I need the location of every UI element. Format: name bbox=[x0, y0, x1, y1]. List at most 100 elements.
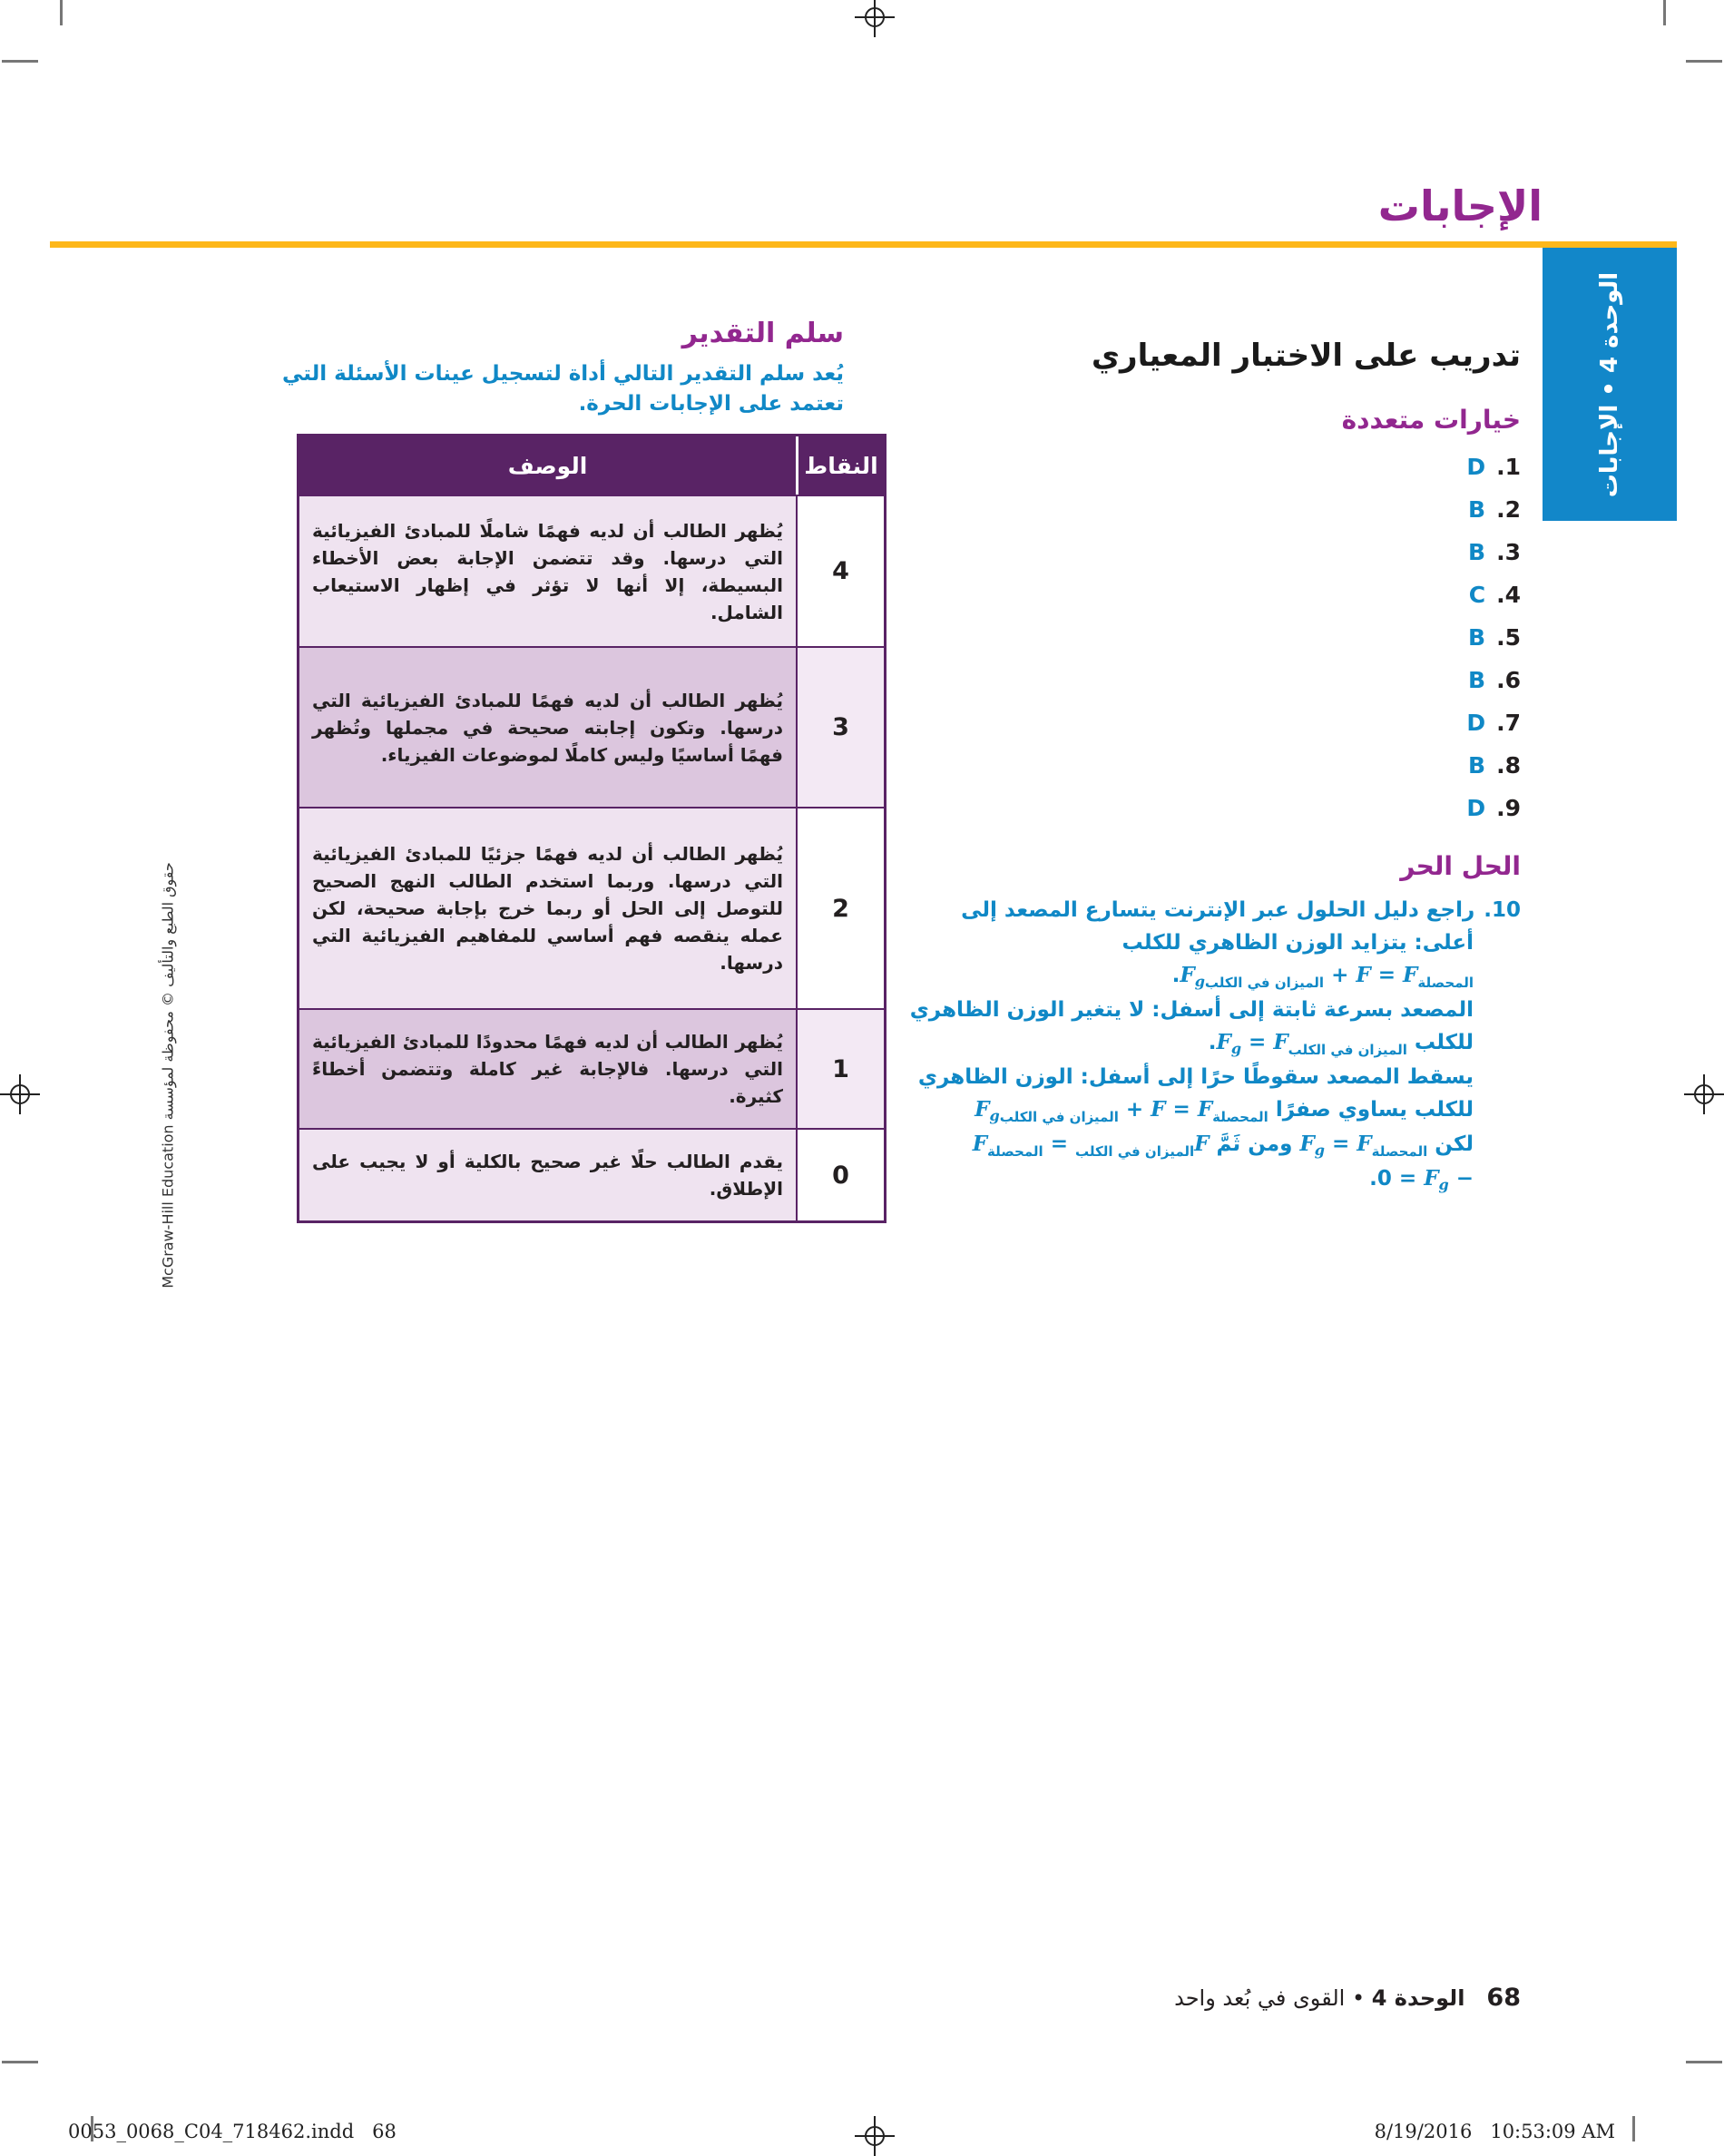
crop-tick bbox=[1632, 2116, 1635, 2141]
answer-row: 7. D bbox=[965, 701, 1521, 744]
rubric-points-cell: 3 bbox=[796, 648, 884, 807]
answer-row: 5. B bbox=[965, 616, 1521, 659]
solution-formula-line: .Fgالميزان في الكلب + F = Fالمحصلة bbox=[965, 959, 1474, 994]
page-title: الإجابات bbox=[1377, 181, 1543, 230]
crop-tick bbox=[2, 60, 38, 63]
formula-subscript: المحصلة bbox=[1371, 1143, 1428, 1160]
formula-variable: F bbox=[1273, 1030, 1288, 1054]
formula-text: . bbox=[1171, 964, 1180, 987]
formula-subscript: المحصلة bbox=[1417, 975, 1474, 991]
answer-letter: B bbox=[1468, 752, 1486, 779]
rubric-description-cell: يُظهر الطالب أن لديه فهمًا جزئيًا للمباد… bbox=[299, 808, 796, 1008]
formula-subscript: g bbox=[1230, 1040, 1242, 1057]
rubric-points-cell: 0 bbox=[796, 1130, 884, 1220]
answer-number: 4. bbox=[1496, 582, 1521, 608]
registration-mark-right bbox=[1684, 1074, 1724, 1114]
answer-row: 8. B bbox=[965, 744, 1521, 787]
answer-number: 7. bbox=[1496, 710, 1521, 736]
formula-variable: F bbox=[975, 1097, 990, 1122]
registration-mark-bottom bbox=[855, 2116, 895, 2156]
answer-row: 9. D bbox=[965, 787, 1521, 829]
answer-letter: D bbox=[1466, 454, 1486, 480]
answer-letter: D bbox=[1466, 795, 1486, 821]
rubric-table-body: يُظهر الطالب أن لديه فهمًا شاملًا للمباد… bbox=[299, 495, 884, 1220]
answer-row: 1. D bbox=[965, 446, 1521, 488]
formula-subscript: الميزان في الكلب bbox=[1074, 1143, 1195, 1160]
rubric-table-row: يُظهر الطالب أن لديه فهمًا جزئيًا للمباد… bbox=[299, 807, 884, 1008]
formula-text: = bbox=[1043, 1132, 1075, 1156]
formula-text: . bbox=[1208, 1031, 1217, 1054]
answer-number: 2. bbox=[1496, 496, 1521, 523]
footer-bullet: • bbox=[1351, 1985, 1366, 2011]
copyright-line: حقوق الطبع والتأليف © محفوظة لمؤسسة McGr… bbox=[159, 862, 177, 1289]
answer-letter: D bbox=[1466, 710, 1486, 736]
rubric-description-cell: يُظهر الطالب أن لديه فهمًا للمبادئ الفيز… bbox=[299, 648, 796, 807]
answer-letter: B bbox=[1468, 624, 1486, 651]
formula-text: لكن bbox=[1427, 1132, 1474, 1156]
solution-first-line: 10. راجع دليل الحلول عبر الإنترنت يتسارع … bbox=[961, 894, 1521, 926]
answer-row: 4. C bbox=[965, 573, 1521, 616]
solution-formula-line: Fالمحصلة = الميزان في الكلبF ومن ثَمَّ F… bbox=[965, 1128, 1474, 1162]
formula-variable: F bbox=[1194, 1132, 1210, 1156]
multiple-choice-answers: 1. D 2. B 3. B 4. C 5. B 6. B 7. D 8. B 9. D bbox=[965, 446, 1521, 829]
rubric-table-header: الوصف النقاط bbox=[299, 436, 884, 495]
answer-number: 9. bbox=[1496, 795, 1521, 821]
rubric-intro: يُعد سلم التقدير التالي أداة لتسجيل عينا… bbox=[282, 359, 844, 419]
crop-tick bbox=[1663, 0, 1666, 25]
unit-side-tab: الوحدة 4 • الإجابات bbox=[1543, 248, 1677, 521]
solution-formula-line: Fgالميزان في الكلب + F = Fالمحصلة للكلب … bbox=[965, 1093, 1474, 1128]
formula-text: + bbox=[1324, 964, 1357, 987]
answer-number: 6. bbox=[1496, 667, 1521, 693]
registration-mark-top bbox=[855, 0, 895, 37]
formula-text: + bbox=[1118, 1098, 1151, 1122]
footer-chapter-info: الوحدة 4 • القوى في بُعد واحد bbox=[1174, 1985, 1464, 2011]
formula-variable: F bbox=[1357, 1132, 1372, 1156]
rubric-desc-header: الوصف bbox=[507, 452, 588, 479]
unit-side-tab-label: الوحدة 4 • الإجابات bbox=[1596, 271, 1623, 497]
formula-subscript: g bbox=[989, 1107, 1000, 1124]
answer-letter: B bbox=[1468, 667, 1486, 693]
answer-number: 5. bbox=[1496, 624, 1521, 651]
answer-row: 2. B bbox=[965, 488, 1521, 531]
formula-text: = bbox=[1370, 964, 1404, 987]
print-file-info: 0053_0068_C04_718462.indd 68 bbox=[68, 2121, 397, 2142]
answer-row: 6. B bbox=[965, 659, 1521, 701]
formula-variable: F bbox=[1197, 1097, 1213, 1122]
formula-variable: F bbox=[1424, 1166, 1439, 1191]
standardized-test-heading: تدريب على الاختبار المعياري bbox=[1091, 338, 1521, 374]
formula-subscript: الميزان في الكلب bbox=[1204, 975, 1325, 991]
rubric-points-cell: 1 bbox=[796, 1010, 884, 1128]
crop-tick bbox=[1686, 2061, 1722, 2063]
gold-rule bbox=[50, 241, 1677, 248]
rubric-table-row: يقدم الطالب حلًا غير صحيح بالكلية أو لا … bbox=[299, 1128, 884, 1220]
formula-variable: F bbox=[1356, 963, 1371, 987]
answer-letter: C bbox=[1468, 582, 1486, 608]
rubric-table-row: يُظهر الطالب أن لديه فهمًا شاملًا للمباد… bbox=[299, 495, 884, 646]
rubric-points-header: النقاط bbox=[796, 436, 884, 495]
registration-mark-left bbox=[0, 1074, 40, 1114]
rubric-intro-line2: تعتمد على الإجابات الحرة. bbox=[578, 392, 844, 416]
formula-text: ومن ثَمَّ bbox=[1209, 1132, 1300, 1156]
crop-tick bbox=[91, 2116, 93, 2141]
footer-unit-label: الوحدة 4 bbox=[1371, 1985, 1465, 2011]
solution-text-line: يسقط المصعد سقوطًا حرًا إلى أسفل: الوزن … bbox=[917, 1065, 1474, 1089]
formula-text: = bbox=[1165, 1098, 1198, 1122]
solution-formula-line: .0 = Fg − bbox=[965, 1162, 1474, 1197]
solution-text-line: المصعد بسرعة ثابتة إلى أسفل: لا يتغير ال… bbox=[909, 998, 1474, 1022]
solution-formula-line: .Fg = Fالميزان في الكلب للكلب bbox=[965, 1026, 1474, 1061]
formula-variable: F bbox=[1403, 963, 1418, 987]
rubric-table-row: يُظهر الطالب أن لديه فهمًا للمبادئ الفيز… bbox=[299, 646, 884, 807]
footer-page-number: 68 bbox=[1486, 1984, 1521, 2012]
rubric-table-row: يُظهر الطالب أن لديه فهمًا محدودًا للمبا… bbox=[299, 1008, 884, 1128]
footer-chapter-title: القوى في بُعد واحد bbox=[1174, 1985, 1346, 2011]
formula-variable: F bbox=[1151, 1097, 1166, 1122]
free-response-solution: 10. راجع دليل الحلول عبر الإنترنت يتسارع … bbox=[909, 894, 1521, 1197]
formula-variable: F bbox=[1299, 1132, 1315, 1156]
formula-variable: F bbox=[972, 1132, 988, 1156]
formula-text: .0 = bbox=[1369, 1167, 1425, 1191]
answer-number: 3. bbox=[1496, 539, 1521, 565]
formula-text: − bbox=[1448, 1167, 1474, 1191]
crop-tick bbox=[60, 0, 63, 25]
free-response-heading: الحل الحر bbox=[1400, 851, 1521, 881]
